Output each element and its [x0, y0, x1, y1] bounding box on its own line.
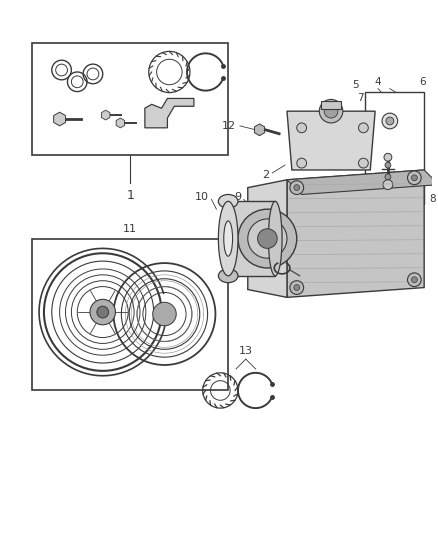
Circle shape [383, 180, 393, 190]
Bar [32, 43, 228, 155]
Text: 8: 8 [429, 195, 436, 204]
Text: 4: 4 [375, 77, 381, 87]
Text: 6: 6 [419, 77, 425, 87]
Circle shape [386, 117, 394, 125]
Polygon shape [102, 110, 110, 120]
Text: 2: 2 [262, 170, 269, 180]
Circle shape [407, 273, 421, 287]
Polygon shape [287, 111, 375, 170]
Circle shape [248, 219, 287, 258]
Text: 5: 5 [352, 79, 359, 90]
Circle shape [258, 229, 277, 248]
Circle shape [324, 104, 338, 118]
Ellipse shape [224, 221, 233, 256]
Circle shape [294, 184, 300, 191]
Ellipse shape [219, 201, 238, 276]
Circle shape [382, 113, 398, 129]
Polygon shape [54, 112, 66, 126]
Circle shape [290, 281, 304, 294]
Polygon shape [287, 170, 438, 195]
Bar [32, 239, 228, 391]
Circle shape [411, 277, 417, 282]
Bar [228, 201, 275, 276]
Ellipse shape [219, 269, 238, 282]
Circle shape [290, 181, 304, 195]
Circle shape [411, 175, 417, 181]
Circle shape [359, 123, 368, 133]
Text: 11: 11 [123, 224, 137, 233]
Text: 9: 9 [234, 192, 241, 203]
Circle shape [319, 100, 343, 123]
Circle shape [297, 158, 307, 168]
Circle shape [407, 171, 421, 184]
Ellipse shape [268, 201, 282, 276]
Circle shape [97, 306, 109, 318]
Text: 12: 12 [222, 121, 236, 131]
Circle shape [297, 123, 307, 133]
Bar [321, 101, 341, 109]
Text: 10: 10 [194, 192, 208, 203]
Polygon shape [116, 118, 125, 128]
Text: 3: 3 [253, 260, 260, 270]
Bar [365, 92, 424, 204]
Polygon shape [287, 170, 424, 297]
Polygon shape [254, 124, 265, 136]
Circle shape [359, 158, 368, 168]
Circle shape [385, 174, 391, 180]
Polygon shape [145, 99, 194, 128]
Circle shape [385, 162, 391, 168]
Text: 7: 7 [357, 93, 364, 103]
Text: 1: 1 [126, 189, 134, 201]
Circle shape [90, 300, 116, 325]
Polygon shape [248, 180, 287, 297]
Ellipse shape [219, 195, 238, 208]
Circle shape [294, 285, 300, 290]
Circle shape [384, 154, 392, 161]
Text: 13: 13 [239, 346, 253, 356]
Circle shape [238, 209, 297, 268]
Circle shape [153, 302, 176, 326]
